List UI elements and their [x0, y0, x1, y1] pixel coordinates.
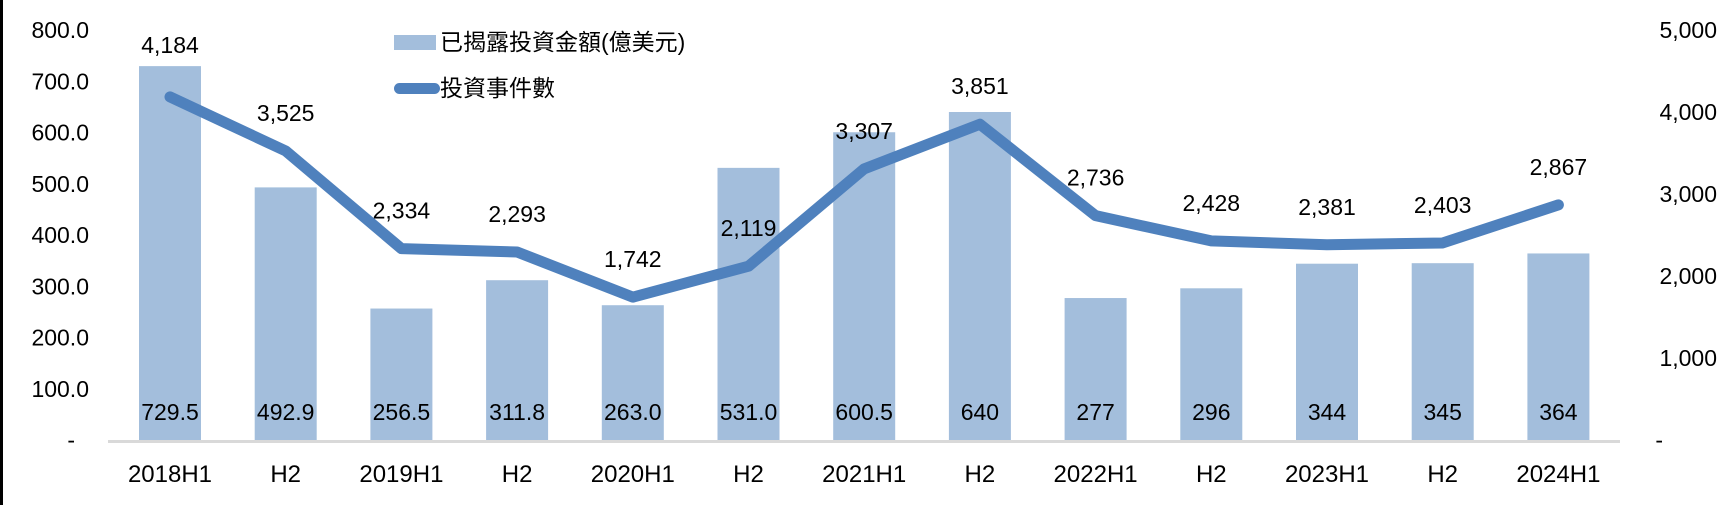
right-axis-tick: - — [1655, 427, 1663, 453]
x-axis-category-label: 2021H1 — [822, 461, 906, 488]
x-axis-category-label: 2023H1 — [1285, 461, 1369, 488]
x-axis-category-label: 2018H1 — [128, 461, 212, 488]
line-data-label: 1,742 — [604, 246, 662, 272]
bar-data-label: 277 — [1076, 399, 1114, 425]
right-axis-tick: 2,000 — [1659, 263, 1717, 289]
right-axis-tick: 1,000 — [1659, 345, 1717, 371]
bar-5-H2 — [717, 167, 780, 441]
x-axis-category-label: H2 — [733, 461, 764, 488]
line-data-label: 3,307 — [835, 118, 893, 144]
bar-data-label: 640 — [961, 399, 999, 425]
bar-9-H2 — [1180, 288, 1243, 440]
x-axis-category-label: 2020H1 — [591, 461, 675, 488]
bar-data-label: 729.5 — [141, 399, 199, 425]
bar-4-2020H1 — [601, 305, 664, 440]
x-axis-category-label: H2 — [1196, 461, 1227, 488]
chart-canvas: 729.5 492.9 256.5 311.8 263.0 531.0 600.5 640 27… — [31, 17, 1717, 488]
right-axis-tick: 5,000 — [1659, 17, 1717, 43]
bar-11-H2 — [1411, 263, 1474, 440]
left-axis-tick: - — [67, 427, 75, 453]
bar-12-2024H1 — [1527, 253, 1590, 440]
left-axis-tick: 500.0 — [31, 171, 89, 197]
bar-data-label: 345 — [1424, 399, 1462, 425]
left-axis-tick: 200.0 — [31, 325, 89, 351]
bar-data-label: 256.5 — [373, 399, 431, 425]
x-axis-category-label: H2 — [502, 461, 533, 488]
line-data-label: 2,119 — [721, 215, 777, 241]
bar-data-label: 364 — [1539, 399, 1578, 425]
line-data-label: 3,525 — [257, 100, 315, 126]
bar-series-swatch-icon — [394, 35, 436, 50]
bar-data-label: 531.0 — [720, 399, 778, 425]
x-axis-category-label: H2 — [1427, 461, 1458, 488]
left-axis-tick: 800.0 — [31, 17, 89, 43]
bar-data-label: 311.8 — [489, 399, 545, 425]
legend-label-amount: 已揭露投資金額(億美元) — [440, 29, 686, 55]
legend: 已揭露投資金額(億美元) 投資事件數 — [394, 28, 685, 103]
legend-item-amount: 已揭露投資金額(億美元) — [394, 28, 685, 57]
line-data-label: 2,867 — [1530, 154, 1588, 180]
x-axis-category-label: 2022H1 — [1054, 461, 1138, 488]
x-axis-category-label: 2019H1 — [359, 461, 443, 488]
line-series-swatch-icon — [394, 83, 440, 94]
bar-data-label: 344 — [1308, 399, 1347, 425]
bar-data-label: 492.9 — [257, 399, 315, 425]
legend-item-events: 投資事件數 — [394, 74, 685, 103]
line-data-label: 2,428 — [1183, 190, 1241, 216]
line-data-label: 2,403 — [1414, 192, 1472, 218]
x-axis-category-label: H2 — [270, 461, 301, 488]
left-axis-tick: 700.0 — [31, 68, 89, 94]
bar-6-2021H1 — [833, 132, 896, 440]
bar-0-2018H1 — [139, 66, 201, 440]
line-data-label: 3,851 — [951, 73, 1009, 99]
left-axis-tick: 600.0 — [31, 120, 89, 146]
left-axis-tick: 300.0 — [31, 273, 89, 299]
bar-10-2023H1 — [1296, 263, 1358, 440]
bar-3-H2 — [486, 280, 549, 440]
events-line-series — [164, 91, 1564, 303]
right-axis-tick: 3,000 — [1659, 181, 1717, 207]
bar-data-label: 600.5 — [835, 399, 893, 425]
legend-label-events: 投資事件數 — [440, 75, 555, 101]
bar-1-H2 — [254, 187, 317, 440]
left-axis-tick: 100.0 — [31, 376, 89, 402]
line-data-label: 2,381 — [1298, 194, 1356, 220]
bar-data-label: 296 — [1192, 399, 1230, 425]
line-data-label: 2,736 — [1067, 165, 1125, 191]
bar-8-2022H1 — [1064, 298, 1127, 440]
left-axis-tick: 400.0 — [31, 222, 89, 248]
line-data-label: 4,184 — [141, 32, 199, 58]
bar-2-2019H1 — [370, 308, 433, 440]
right-axis-tick: 4,000 — [1659, 99, 1717, 125]
x-axis-category-label: H2 — [965, 461, 996, 488]
x-axis-category-label: 2024H1 — [1516, 461, 1600, 488]
line-data-label: 2,334 — [373, 198, 431, 224]
bar-7-H2 — [948, 112, 1011, 440]
line-data-label: 2,293 — [488, 201, 546, 227]
bar-data-label: 263.0 — [604, 399, 662, 425]
